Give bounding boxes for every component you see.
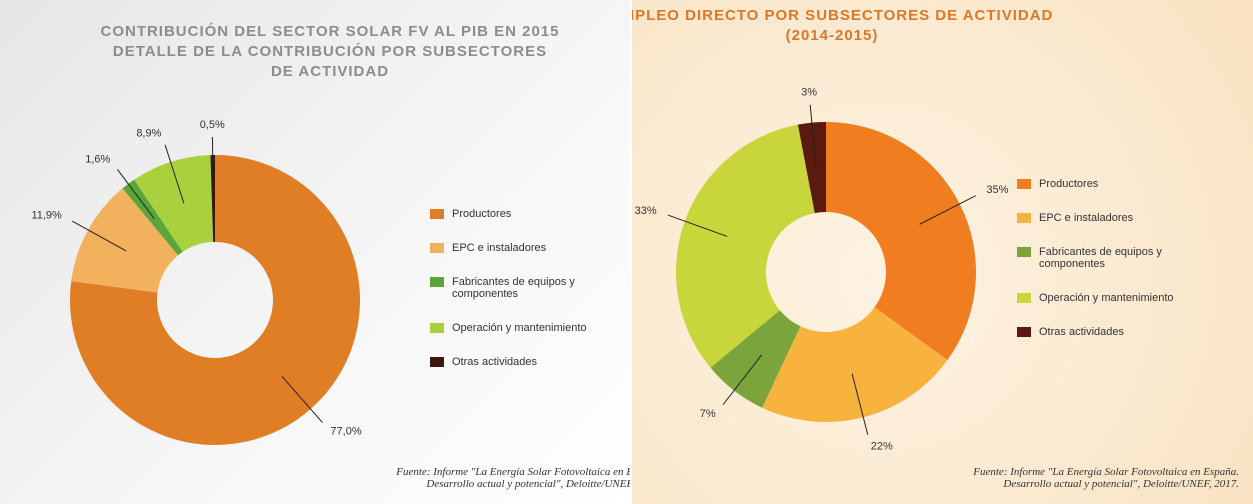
source-line: Fuente: Informe "La Energía Solar Fotovo… — [973, 466, 1239, 478]
value-label: 33% — [635, 205, 657, 217]
leader-line — [211, 137, 214, 199]
value-label: 77,0% — [330, 425, 361, 437]
legend-label: EPC e instaladores — [1039, 212, 1134, 224]
legend: Productores EPC e instaladores Fabricantes… — [430, 208, 630, 390]
donut-slice — [676, 124, 815, 368]
leader-line — [117, 169, 155, 219]
legend-swatch — [1017, 179, 1031, 189]
legend-item: EPC e instaladores — [1017, 212, 1217, 224]
legend-item: Productores — [1017, 178, 1217, 190]
legend-label: Productores — [452, 208, 512, 220]
value-label: 3% — [801, 87, 817, 99]
legend-item: Otras actividades — [430, 356, 630, 368]
legend-label: Otras actividades — [1039, 326, 1124, 338]
legend-item: Operación y mantenimiento — [430, 322, 630, 334]
chart-title: DETALLE DE LA CONTRIBUCIÓN POR SUBSECTOR… — [113, 42, 547, 60]
legend-label: EPC e instaladores — [452, 242, 547, 254]
donut-slice — [797, 122, 826, 214]
chart-title: EMPLEO DIRECTO POR SUBSECTORES DE ACTIVI… — [632, 7, 1053, 24]
chart-panel: EMPLEO DIRECTO POR SUBSECTORES DE ACTIVI… — [632, 0, 1253, 504]
legend-item: Fabricantes de equipos y componentes — [430, 276, 630, 300]
chart: EMPLEO DIRECTO POR SUBSECTORES DE ACTIVI… — [632, 7, 1053, 452]
legend-item: Operación y mantenimiento — [1017, 292, 1217, 304]
legend-swatch — [430, 277, 444, 287]
value-label: 35% — [986, 184, 1008, 196]
leader-line — [722, 354, 763, 406]
donut-slice — [122, 179, 183, 256]
legend-swatch — [430, 209, 444, 219]
chart-title: DE ACTIVIDAD — [271, 63, 389, 80]
legend-label: Operación y mantenimiento — [1039, 292, 1174, 304]
donut-slice — [710, 310, 801, 408]
legend-label: Fabricantes de equipos y componentes — [452, 276, 575, 300]
value-label: 22% — [871, 440, 893, 452]
legend-label: Otras actividades — [452, 356, 537, 368]
donut-slice — [134, 155, 214, 252]
legend-item: Otras actividades — [1017, 326, 1217, 338]
donut-slice — [71, 188, 178, 293]
leader-line — [809, 104, 817, 168]
legend-label: Fabricantes de equipos y componentes — [1039, 246, 1162, 270]
leader-line — [919, 195, 976, 225]
value-label: 8,9% — [136, 127, 161, 139]
legend-swatch — [430, 243, 444, 253]
chart-panel: CONTRIBUCIÓN DEL SECTOR SOLAR FV AL PIB … — [0, 0, 630, 504]
donut-slice — [762, 307, 948, 422]
legend-item: Fabricantes de equipos y componentes — [1017, 246, 1217, 270]
chart-title: (2014-2015) — [786, 27, 879, 44]
legend-swatch — [430, 323, 444, 333]
leader-line — [72, 220, 127, 252]
value-label: 7% — [700, 408, 716, 420]
donut-slice — [210, 155, 215, 243]
legend-item: EPC e instaladores — [430, 242, 630, 254]
source-line: Desarrollo actual y potencial", Deloitte… — [1003, 478, 1239, 490]
value-label: 0,5% — [200, 119, 225, 131]
value-label: 11,9% — [31, 209, 62, 221]
legend-swatch — [1017, 247, 1031, 257]
legend-swatch — [1017, 293, 1031, 303]
leader-line — [164, 144, 185, 204]
source-note: Fuente: Informe "La Energía Solar Fotovo… — [396, 466, 630, 490]
chart-title: CONTRIBUCIÓN DEL SECTOR SOLAR FV AL PIB … — [100, 22, 559, 40]
donut-slice — [70, 155, 360, 445]
donut-slice — [826, 122, 976, 361]
source-line: Desarrollo actual y potencial", Deloitte… — [426, 478, 630, 490]
leader-line — [667, 214, 728, 237]
leader-line — [281, 375, 323, 423]
value-label: 1,6% — [85, 154, 110, 166]
legend-swatch — [1017, 213, 1031, 223]
legend-item: Productores — [430, 208, 630, 220]
legend-swatch — [430, 357, 444, 367]
leader-line — [851, 373, 869, 435]
legend: Productores EPC e instaladores Fabricantes… — [1017, 178, 1217, 360]
legend-swatch — [1017, 327, 1031, 337]
legend-label: Operación y mantenimiento — [452, 322, 587, 334]
chart: CONTRIBUCIÓN DEL SECTOR SOLAR FV AL PIB … — [31, 22, 559, 445]
legend-label: Productores — [1039, 178, 1099, 190]
source-line: Fuente: Informe "La Energía Solar Fotovo… — [396, 466, 630, 478]
source-note: Fuente: Informe "La Energía Solar Fotovo… — [973, 466, 1239, 490]
